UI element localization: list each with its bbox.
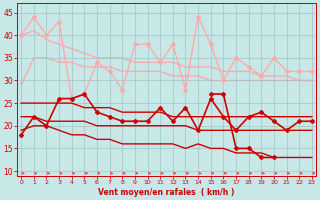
X-axis label: Vent moyen/en rafales  ( km/h ): Vent moyen/en rafales ( km/h ): [98, 188, 235, 197]
